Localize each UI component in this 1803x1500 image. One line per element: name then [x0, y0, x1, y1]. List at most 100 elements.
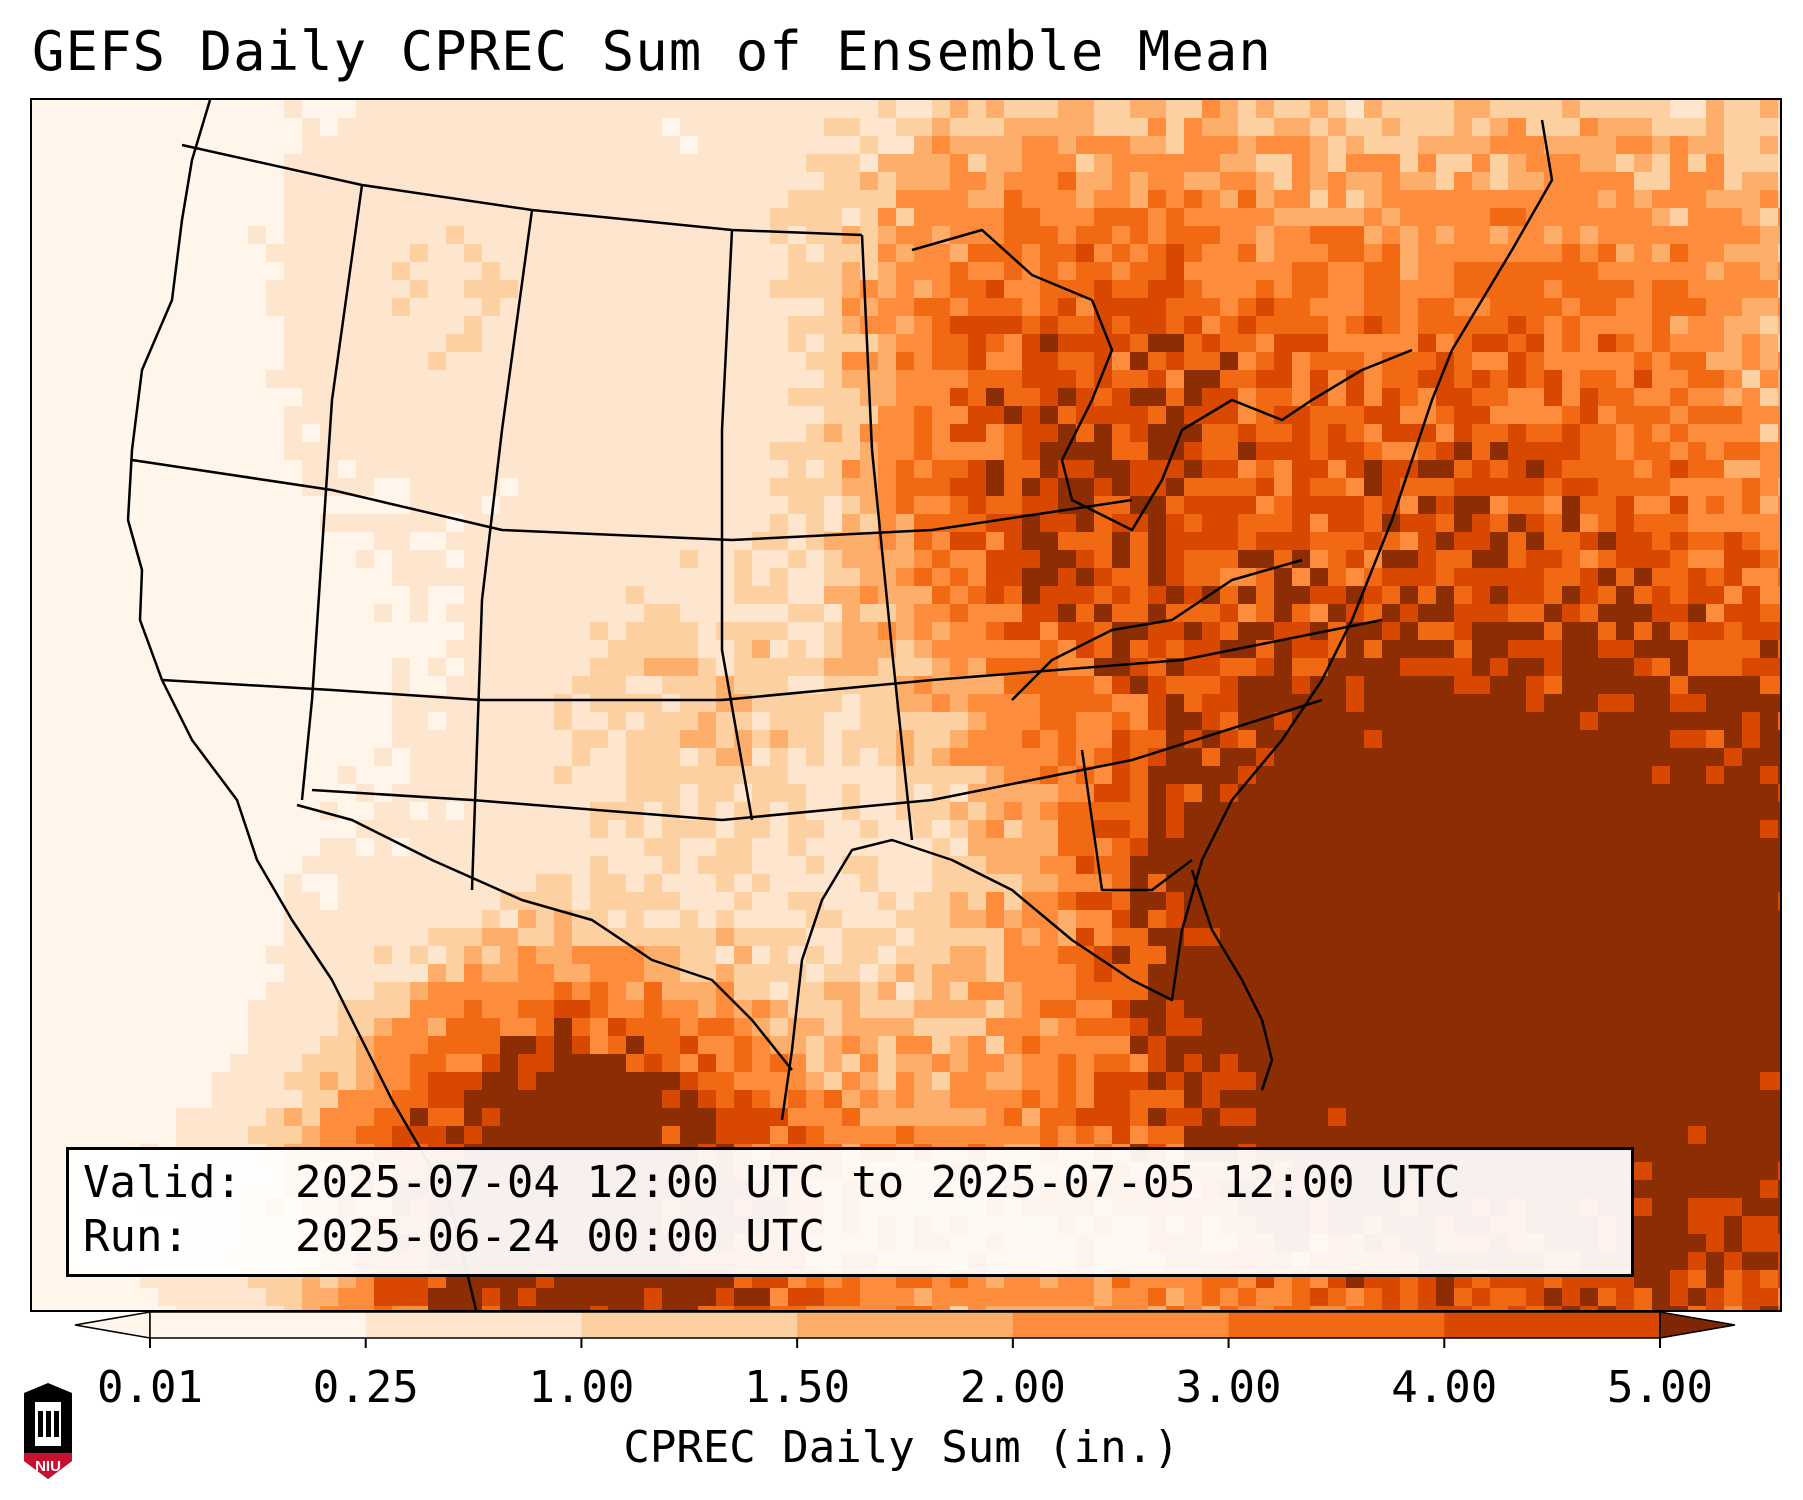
field-cell	[104, 982, 123, 1001]
field-cell	[410, 712, 429, 731]
field-cell	[842, 496, 861, 515]
field-cell	[320, 622, 339, 641]
field-cell	[140, 442, 159, 461]
field-cell	[50, 280, 69, 299]
field-cell	[608, 478, 627, 497]
field-cell	[878, 136, 897, 155]
field-cell	[896, 388, 915, 407]
field-cell	[1238, 856, 1257, 875]
field-cell	[842, 190, 861, 209]
field-cell	[32, 424, 51, 443]
field-cell	[176, 802, 195, 821]
field-cell	[356, 226, 375, 245]
field-cell	[284, 784, 303, 803]
field-cell	[1346, 784, 1365, 803]
field-cell	[1220, 424, 1239, 443]
field-cell	[734, 982, 753, 1001]
field-cell	[554, 928, 573, 947]
field-cell	[1166, 658, 1185, 677]
field-cell	[1292, 460, 1311, 479]
field-cell	[1544, 748, 1563, 767]
field-cell	[698, 838, 717, 857]
field-cell	[860, 586, 879, 605]
field-cell	[68, 784, 87, 803]
field-cell	[932, 280, 951, 299]
field-cell	[842, 568, 861, 587]
field-cell	[32, 676, 51, 695]
field-cell	[1742, 280, 1761, 299]
field-cell	[230, 982, 249, 1001]
field-cell	[68, 856, 87, 875]
field-cell	[1508, 856, 1527, 875]
field-cell	[1346, 892, 1365, 911]
field-cell	[644, 568, 663, 587]
field-cell	[446, 262, 465, 281]
field-cell	[698, 748, 717, 767]
field-cell	[32, 172, 51, 191]
field-cell	[1328, 712, 1347, 731]
field-cell	[932, 802, 951, 821]
field-cell	[194, 424, 213, 443]
field-cell	[1724, 856, 1743, 875]
field-cell	[788, 460, 807, 479]
field-cell	[248, 694, 267, 713]
field-cell	[608, 658, 627, 677]
field-cell	[536, 730, 555, 749]
field-cell	[1418, 928, 1437, 947]
field-cell	[662, 370, 681, 389]
field-cell	[644, 244, 663, 263]
field-cell	[770, 982, 789, 1001]
field-cell	[1346, 226, 1365, 245]
field-cell	[770, 514, 789, 533]
field-cell	[464, 478, 483, 497]
field-cell	[464, 964, 483, 983]
field-cell	[1220, 766, 1239, 785]
field-cell	[716, 424, 735, 443]
field-cell	[122, 550, 141, 569]
field-cell	[320, 658, 339, 677]
field-cell	[770, 388, 789, 407]
field-cell	[1454, 766, 1473, 785]
field-cell	[1400, 532, 1419, 551]
field-cell	[1094, 640, 1113, 659]
field-cell	[608, 892, 627, 911]
field-cell	[428, 604, 447, 623]
field-cell	[536, 910, 555, 929]
field-cell	[824, 586, 843, 605]
field-cell	[698, 658, 717, 677]
field-cell	[1220, 334, 1239, 353]
field-cell	[1130, 208, 1149, 227]
field-cell	[572, 892, 591, 911]
field-cell	[572, 118, 591, 137]
field-cell	[1688, 136, 1707, 155]
field-cell	[104, 478, 123, 497]
field-cell	[1310, 100, 1329, 119]
field-cell	[1742, 982, 1761, 1001]
field-cell	[590, 856, 609, 875]
field-cell	[1382, 892, 1401, 911]
field-cell	[1238, 748, 1257, 767]
field-cell	[1580, 820, 1599, 839]
field-cell	[1760, 604, 1779, 623]
field-cell	[1634, 190, 1653, 209]
field-cell	[86, 370, 105, 389]
field-cell	[824, 154, 843, 173]
field-cell	[1580, 892, 1599, 911]
field-cell	[644, 982, 663, 1001]
field-cell	[770, 802, 789, 821]
field-cell	[788, 532, 807, 551]
field-cell	[734, 280, 753, 299]
field-cell	[878, 946, 897, 965]
field-cell	[1364, 658, 1383, 677]
field-cell	[230, 118, 249, 137]
field-cell	[896, 604, 915, 623]
field-cell	[950, 190, 969, 209]
field-cell	[1364, 208, 1383, 227]
field-cell	[1562, 946, 1581, 965]
field-cell	[86, 550, 105, 569]
field-cell	[1742, 856, 1761, 875]
field-cell	[1058, 244, 1077, 263]
field-cell	[374, 838, 393, 857]
field-cell	[842, 1000, 861, 1019]
field-cell	[230, 928, 249, 947]
